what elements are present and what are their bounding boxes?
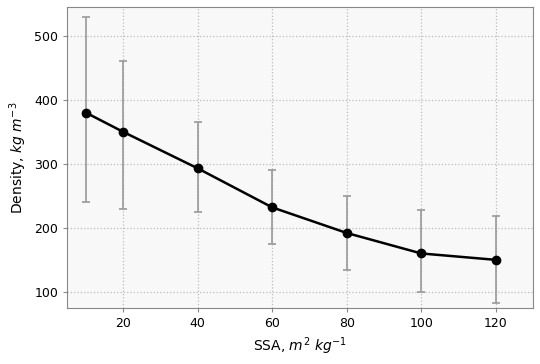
X-axis label: SSA, $m^2$ $kg^{-1}$: SSA, $m^2$ $kg^{-1}$ — [253, 336, 347, 357]
Y-axis label: Density, $kg$ $m^{-3}$: Density, $kg$ $m^{-3}$ — [7, 101, 29, 214]
